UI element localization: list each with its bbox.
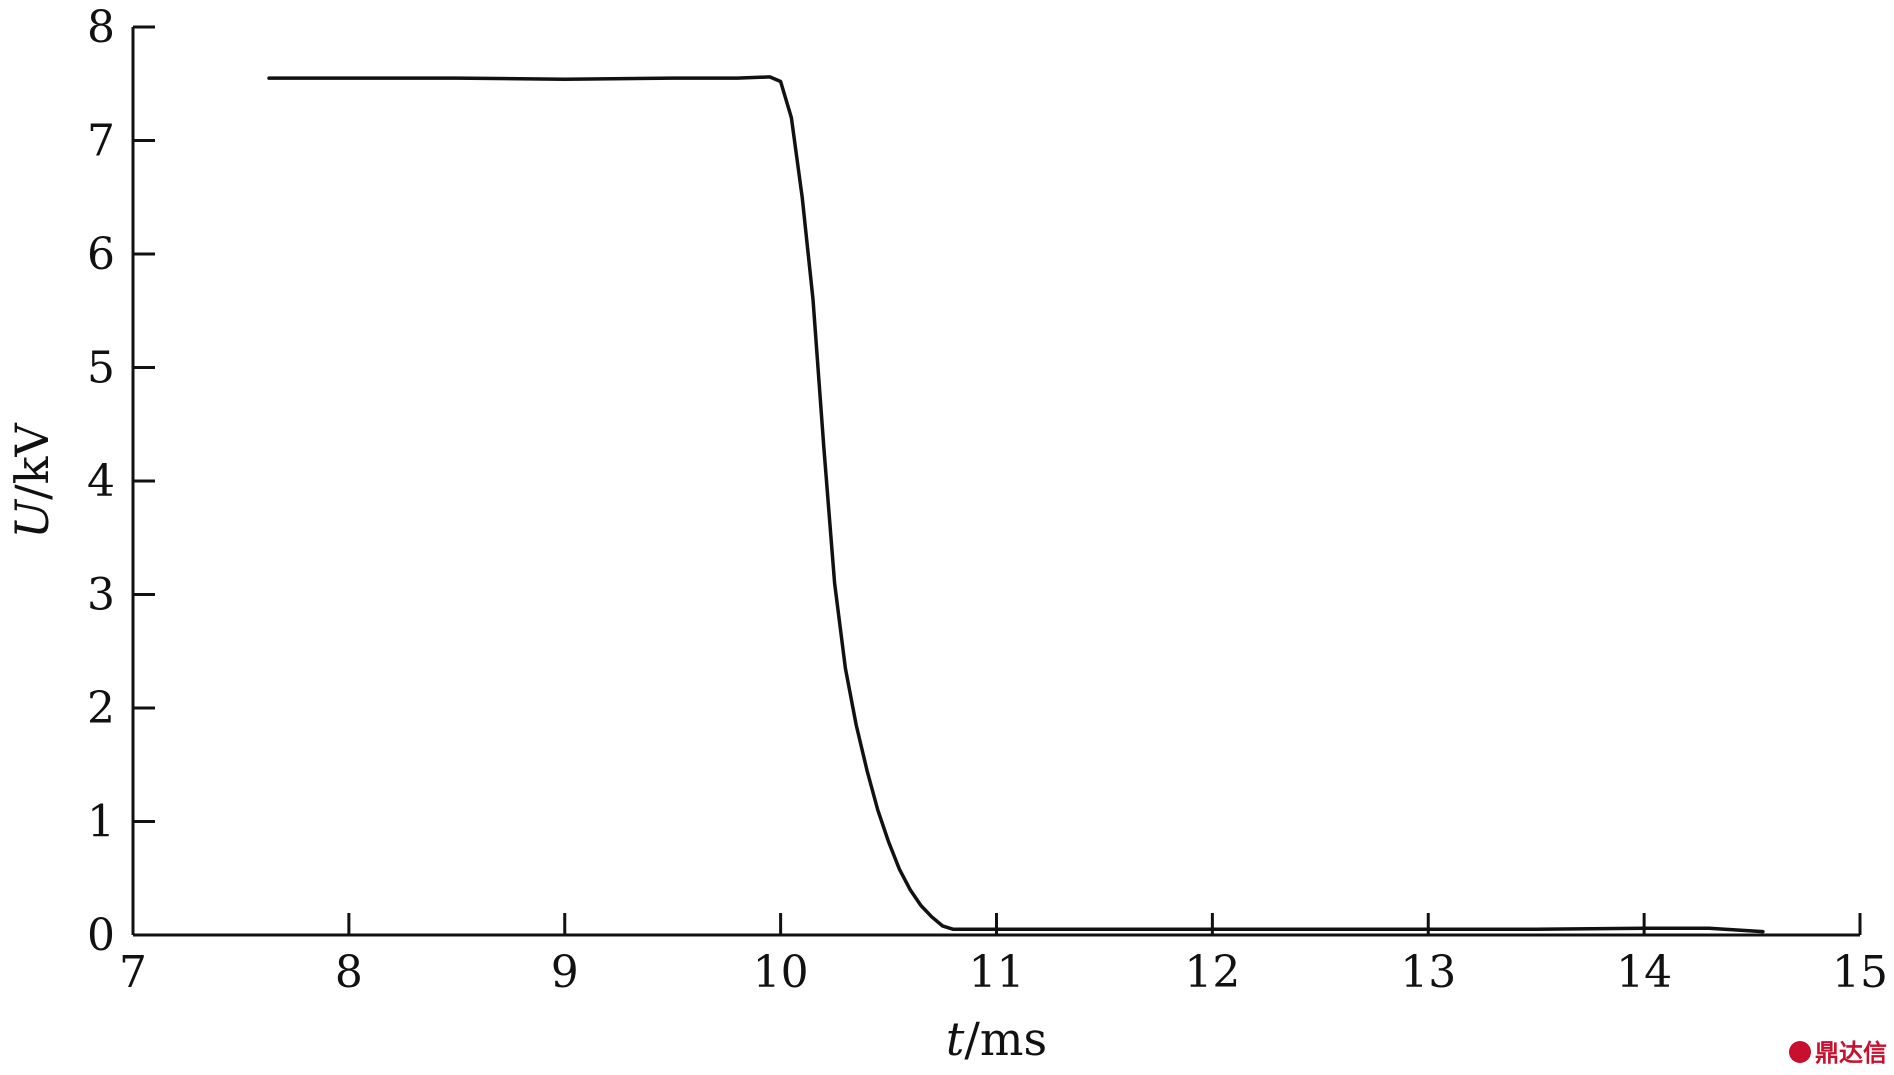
watermark: 鼎达信 — [1789, 1039, 1887, 1067]
y-axis-label: U/kV — [5, 423, 59, 539]
x-ticks: 7 8 9 10 11 12 13 14 15 — [119, 913, 1888, 998]
y-axis-label-unit: /kV — [5, 423, 59, 500]
y-tick-label: 4 — [87, 456, 115, 507]
y-axis-label-var: U — [5, 498, 59, 539]
watermark-logo-icon — [1789, 1041, 1811, 1063]
y-tick-label: 3 — [87, 570, 115, 621]
x-tick-label: 11 — [969, 947, 1025, 998]
watermark-text: 鼎达信 — [1815, 1039, 1887, 1067]
series-line — [267, 75, 1765, 934]
y-tick-label: 0 — [87, 910, 115, 961]
x-tick-label: 14 — [1616, 947, 1672, 998]
x-axis-label-unit: /ms — [964, 1012, 1047, 1066]
x-tick-label: 10 — [753, 947, 809, 998]
x-tick-label: 7 — [119, 947, 147, 998]
y-ticks: 0 1 2 3 4 5 6 7 8 — [87, 2, 155, 961]
y-tick-label: 7 — [87, 116, 115, 167]
y-tick-label: 5 — [87, 343, 115, 394]
y-tick-label: 2 — [87, 683, 115, 734]
y-tick-label: 6 — [87, 229, 115, 280]
y-tick-label: 8 — [87, 2, 115, 53]
y-tick-label: 1 — [87, 797, 115, 848]
x-tick-label: 8 — [335, 947, 363, 998]
x-tick-label: 13 — [1400, 947, 1456, 998]
series-group — [267, 75, 1765, 934]
x-axis-label-var: t — [946, 1012, 965, 1066]
x-axis-label: t/ms — [946, 1012, 1047, 1066]
x-tick-label: 9 — [551, 947, 579, 998]
axes — [131, 27, 1860, 937]
x-tick-label: 15 — [1832, 947, 1888, 998]
x-tick-label: 12 — [1184, 947, 1240, 998]
